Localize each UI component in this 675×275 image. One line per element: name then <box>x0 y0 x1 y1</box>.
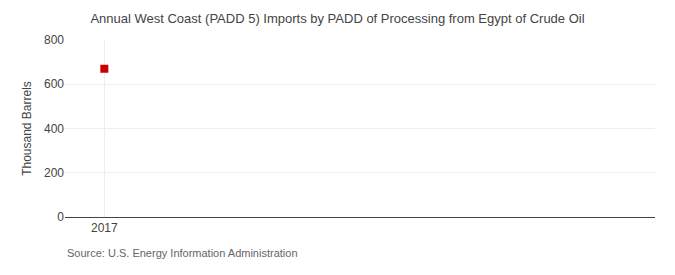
svg-text:2017: 2017 <box>91 221 118 235</box>
svg-text:200: 200 <box>44 166 64 180</box>
svg-text:400: 400 <box>44 122 64 136</box>
svg-text:0: 0 <box>57 210 64 224</box>
svg-text:Thousand Barrels: Thousand Barrels <box>20 81 34 176</box>
svg-text:Annual West Coast (PADD 5) Imp: Annual West Coast (PADD 5) Imports by PA… <box>90 11 584 26</box>
svg-text:800: 800 <box>44 33 64 47</box>
svg-text:Source: U.S. Energy Informatio: Source: U.S. Energy Information Administ… <box>67 247 298 259</box>
svg-text:600: 600 <box>44 77 64 91</box>
